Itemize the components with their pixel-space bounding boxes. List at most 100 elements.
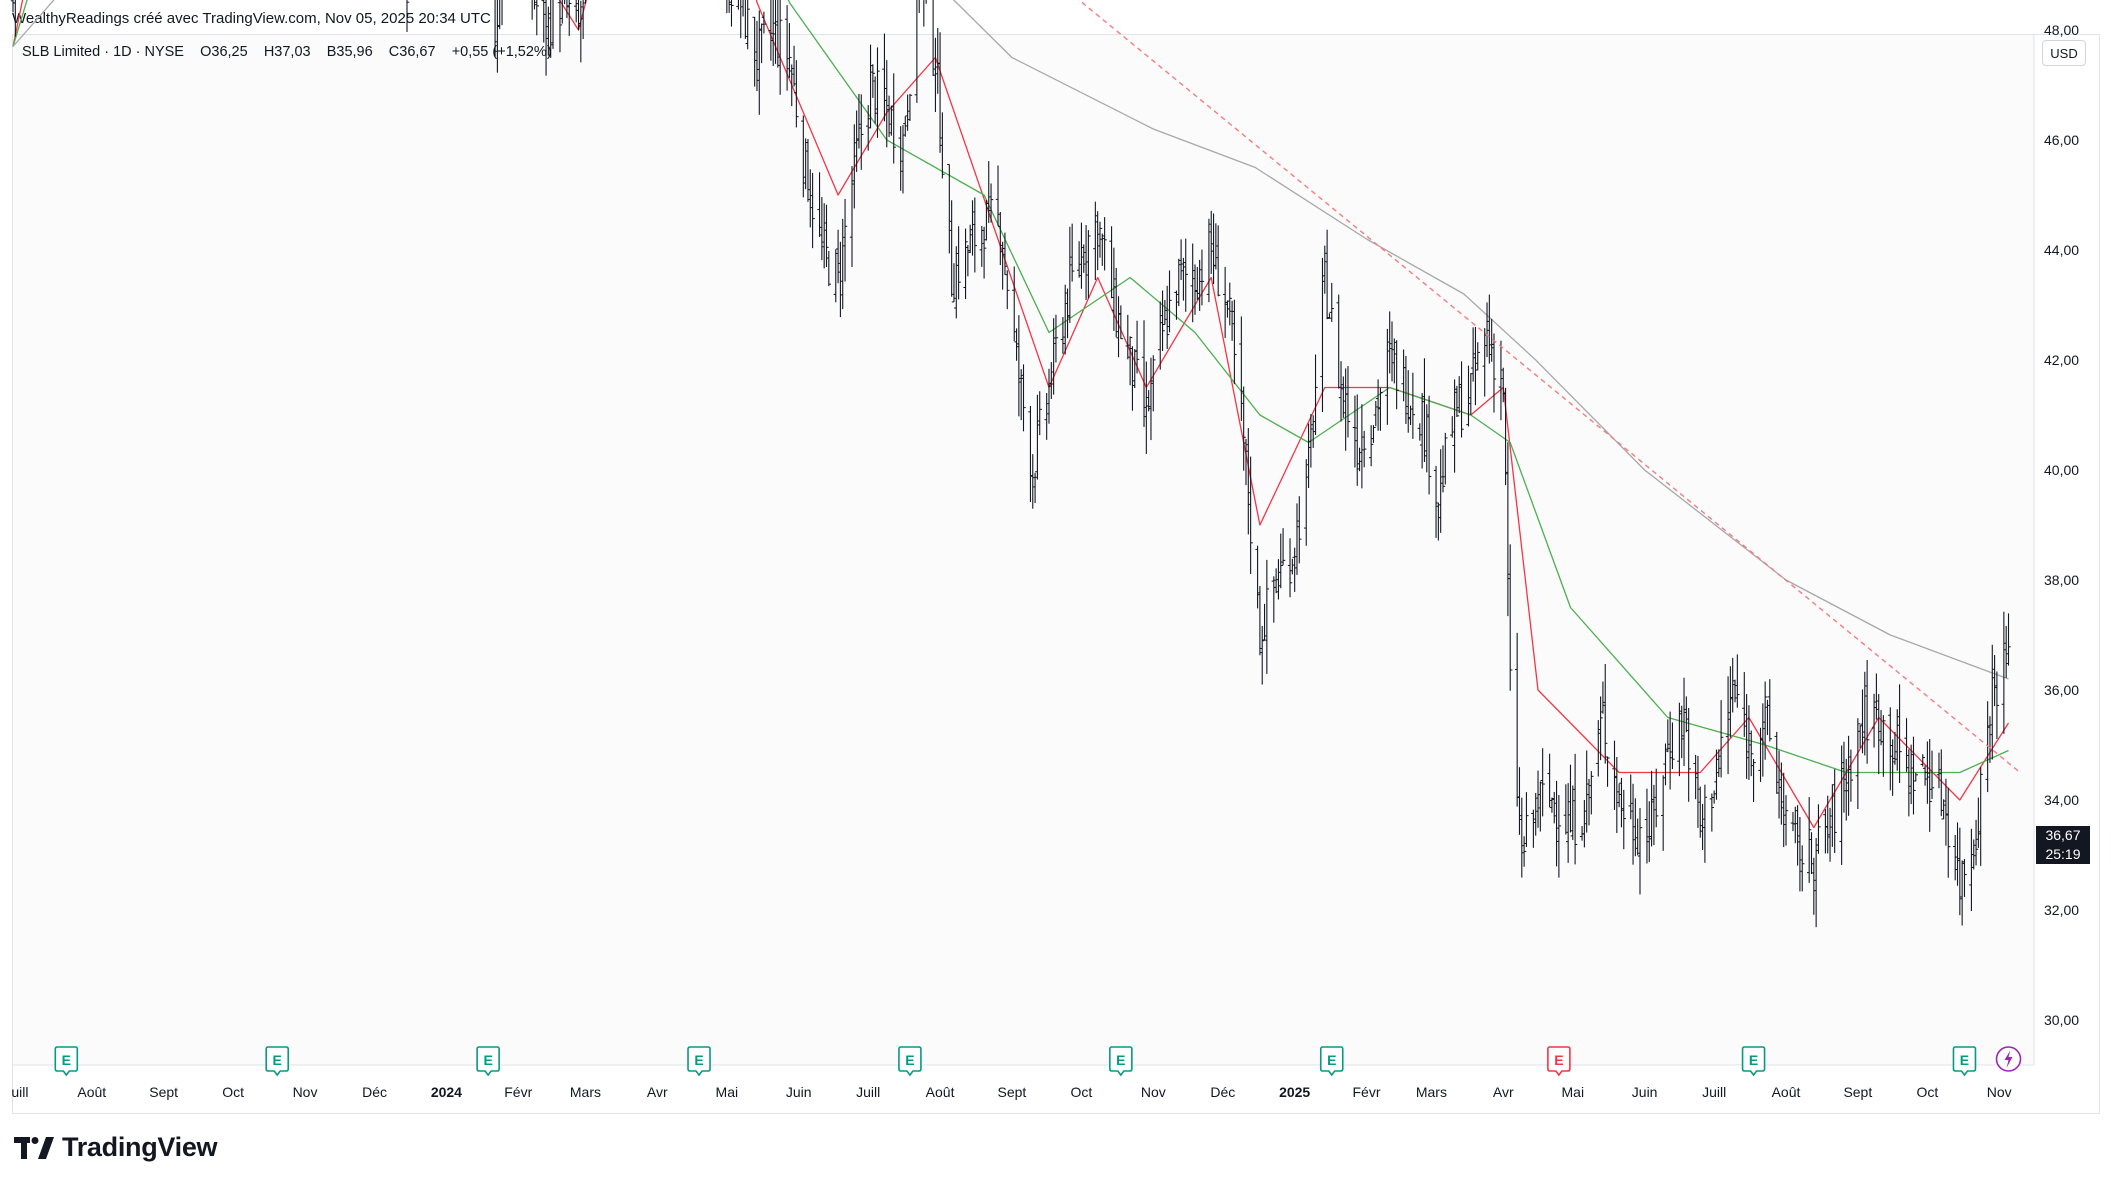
ohlc-bar: [1823, 809, 1828, 854]
ohlc-bar: [1345, 366, 1351, 438]
ohlc-bar: [1410, 372, 1416, 439]
ohlc-bar: [1779, 762, 1784, 825]
ohlc-bar: [898, 126, 903, 191]
ohlc-bar: [1440, 445, 1446, 493]
ohlc-bar: [1002, 232, 1008, 275]
ohlc-bar: [1450, 416, 1455, 438]
time-tick-label: Août: [926, 1084, 955, 1100]
ohlc-bar: [1547, 753, 1552, 808]
price-tick-label: 42,00: [2044, 352, 2079, 368]
ohlc-bar: [1711, 790, 1717, 804]
ohlc-bar: [1927, 739, 1932, 832]
ohlc-bar: [1920, 754, 1925, 767]
chart-credit: WealthyReadings créé avec TradingView.co…: [12, 10, 491, 27]
ohlc-bar: [773, 0, 778, 64]
ohlc-bar: [1892, 731, 1898, 765]
time-tick-label: 2025: [1279, 1084, 1310, 1100]
ohlc-bar: [787, 23, 792, 78]
ohlc-bar: [1519, 797, 1524, 878]
ohlc-bar: [1806, 797, 1812, 883]
ohlc-bar: [1936, 752, 1942, 789]
ohlc-bar: [995, 165, 1001, 227]
earnings-marker[interactable]: E: [1319, 1046, 1344, 1077]
earnings-marker[interactable]: E: [1109, 1046, 1133, 1077]
lightning-icon[interactable]: [1995, 1046, 2022, 1072]
tradingview-logo-icon: [14, 1136, 54, 1159]
ohlc-bar: [1677, 702, 1682, 777]
ohlc-bar: [1700, 803, 1705, 850]
ohlc-bar: [970, 200, 975, 256]
ohlc-bar: [925, 0, 927, 4]
ohlc-bar: [1521, 836, 1527, 867]
ohlc-bar: [1076, 241, 1082, 278]
ohlc-bar: [1744, 694, 1749, 779]
ohlc-bar: [1538, 781, 1543, 832]
earnings-marker[interactable]: E: [476, 1046, 500, 1077]
ohlc-bar: [1329, 282, 1334, 322]
ohlc-bar: [1311, 415, 1316, 448]
ohlc-bar: [1229, 300, 1235, 341]
ohlc-bar: [1422, 358, 1427, 462]
earnings-marker-label: E: [273, 1052, 282, 1068]
earnings-marker[interactable]: E: [54, 1046, 79, 1077]
ohlc-bar: [852, 124, 857, 209]
ohlc-bar: [1881, 715, 1886, 777]
ohlc-bar: [1888, 707, 1893, 791]
ohlc-bar: [1158, 301, 1163, 370]
currency-button[interactable]: USD: [2042, 40, 2086, 66]
ohlc-bar: [726, 0, 728, 14]
ohlc-bar: [1524, 792, 1529, 848]
earnings-marker[interactable]: E: [1952, 1046, 1977, 1077]
ohlc-bar: [1278, 533, 1283, 589]
ohlc-bar: [805, 139, 811, 202]
ohlc-bar: [1468, 373, 1474, 415]
earnings-marker[interactable]: E: [1547, 1046, 1571, 1077]
ohlc-bar: [1765, 699, 1770, 736]
time-tick-label: 2024: [431, 1084, 462, 1100]
plot-area[interactable]: [13, 35, 2034, 1065]
ohlc-bar: [1426, 395, 1432, 495]
earnings-marker[interactable]: E: [687, 1046, 711, 1077]
ohlc-bar: [757, 10, 762, 115]
ohlc-bar: [1797, 817, 1803, 892]
ohlc-bar: [1028, 405, 1033, 502]
time-tick-label: Sept: [1843, 1084, 1872, 1100]
earnings-marker[interactable]: E: [898, 1046, 922, 1077]
ohlc-bar: [1063, 284, 1068, 355]
ohlc-bar: [1728, 666, 1733, 738]
earnings-marker[interactable]: E: [265, 1046, 290, 1077]
ohlc-bar: [1417, 423, 1423, 441]
ohlc-bar: [1619, 777, 1624, 828]
tradingview-logo[interactable]: TradingView: [14, 1132, 218, 1163]
ohlc-bar: [495, 0, 500, 73]
ohlc-bar: [1436, 502, 1441, 541]
ohlc-bar: [1767, 679, 1772, 742]
ohlc-bar: [1394, 340, 1399, 410]
ohlc-bar: [998, 211, 1003, 266]
ohlc-bar: [884, 60, 889, 148]
ohlc-bar: [1102, 217, 1107, 271]
ohlc-bar: [1341, 376, 1346, 418]
ohlc-bar: [10, 0, 16, 13]
ohlc-bar: [1443, 432, 1448, 485]
ohlc-bar: [1929, 750, 1935, 799]
time-tick-label: Juill: [856, 1084, 880, 1100]
ohlc-bar: [1897, 684, 1902, 783]
ohlc-bar: [1783, 795, 1789, 846]
ohlc-bar: [981, 226, 987, 279]
ohlc-bar: [1874, 673, 1879, 720]
earnings-marker[interactable]: E: [1741, 1046, 1766, 1077]
downtrend-line-path[interactable]: [178, 0, 2021, 774]
ohlc-bar: [1864, 659, 1870, 764]
ohlc-bar: [550, 0, 554, 49]
ohlc-bar: [531, 0, 533, 20]
time-tick-label: Juin: [1632, 1084, 1658, 1100]
ohlc-bar: [1670, 722, 1675, 770]
ohlc-bar: [1665, 719, 1671, 753]
ohlc-bar: [1146, 390, 1151, 412]
earnings-marker-label: E: [62, 1052, 71, 1068]
time-tick-label: Oct: [1916, 1084, 1938, 1100]
ohlc-bar: [1016, 315, 1022, 417]
ohlc-bar: [1385, 328, 1390, 425]
